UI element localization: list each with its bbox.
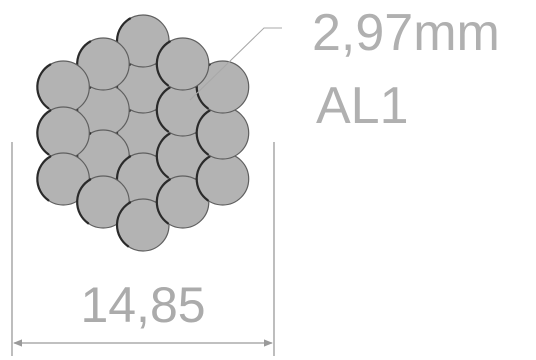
strand-shadow-7 <box>155 86 171 133</box>
strand-shadow-13 <box>76 178 92 225</box>
material-label: AL1 <box>316 77 409 135</box>
strand-shadow-10 <box>36 63 52 110</box>
strand-group <box>36 14 250 252</box>
strand-shadow-16 <box>195 155 211 202</box>
strand-shadow-11 <box>36 109 52 156</box>
strand-shadow-19 <box>155 40 171 87</box>
overall-diameter-label: 14,85 <box>80 277 205 333</box>
strand-shadow-12 <box>36 155 52 202</box>
strand-shadow-15 <box>155 178 171 225</box>
strand-shadow-6 <box>155 132 171 179</box>
wire-diameter-label: 2,97mm <box>312 4 500 62</box>
leader-line <box>189 27 282 101</box>
strand-shadow-17 <box>195 109 211 156</box>
strand-shadow-14 <box>115 201 132 248</box>
